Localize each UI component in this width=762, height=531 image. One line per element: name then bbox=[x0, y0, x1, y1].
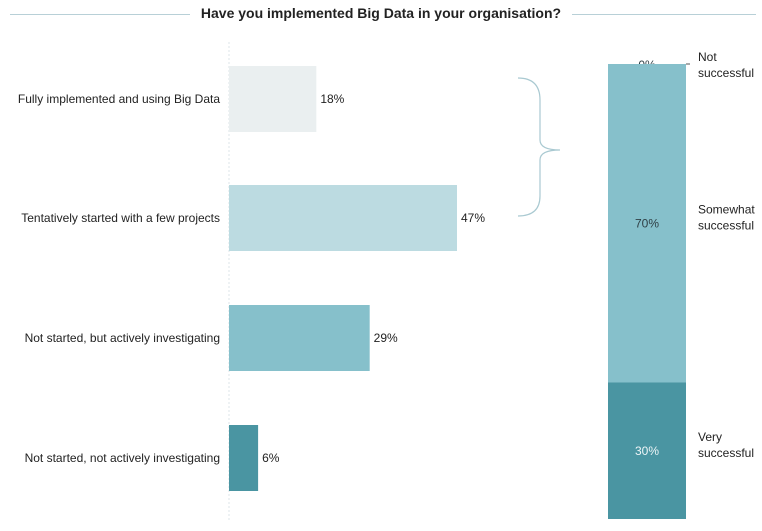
bar bbox=[229, 185, 457, 251]
stack-segment bbox=[608, 382, 686, 519]
category-label: Fully implemented and using Big Data bbox=[18, 92, 220, 106]
title-rule-right bbox=[572, 14, 756, 15]
bar bbox=[229, 425, 259, 491]
bar bbox=[229, 66, 317, 132]
segment-category-label: Very successful bbox=[698, 430, 754, 460]
category-label: Not started, not actively investigating bbox=[25, 451, 220, 465]
segment-value-label: 70% bbox=[635, 216, 659, 230]
stacked-bar: 0%Notsuccessful70%Somewhatsuccessful30%V… bbox=[608, 50, 755, 519]
segment-category-label: Somewhat successful bbox=[698, 202, 755, 232]
chart-title: Have you implemented Big Data in your or… bbox=[200, 5, 562, 21]
category-label: Tentatively started with a few projects bbox=[21, 211, 220, 225]
bar-value-label: 29% bbox=[374, 331, 398, 345]
title-rule-left bbox=[10, 14, 190, 15]
segment-category-label: Not successful bbox=[698, 50, 754, 80]
category-label: Not started, but actively investigating bbox=[25, 331, 220, 345]
segment-value-label: 30% bbox=[635, 444, 659, 458]
bar bbox=[229, 305, 370, 371]
stack-segment bbox=[608, 64, 686, 383]
bar-value-label: 18% bbox=[320, 92, 344, 106]
bar-value-label: 47% bbox=[461, 211, 485, 225]
bar-value-label: 6% bbox=[262, 451, 280, 465]
grouping-brace bbox=[517, 77, 561, 217]
horizontal-bars: Fully implemented and using Big Data 18% T… bbox=[18, 66, 485, 491]
